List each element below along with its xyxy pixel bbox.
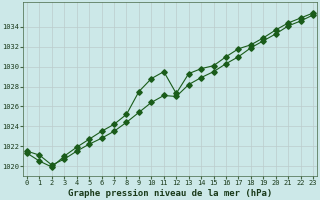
X-axis label: Graphe pression niveau de la mer (hPa): Graphe pression niveau de la mer (hPa): [68, 189, 272, 198]
